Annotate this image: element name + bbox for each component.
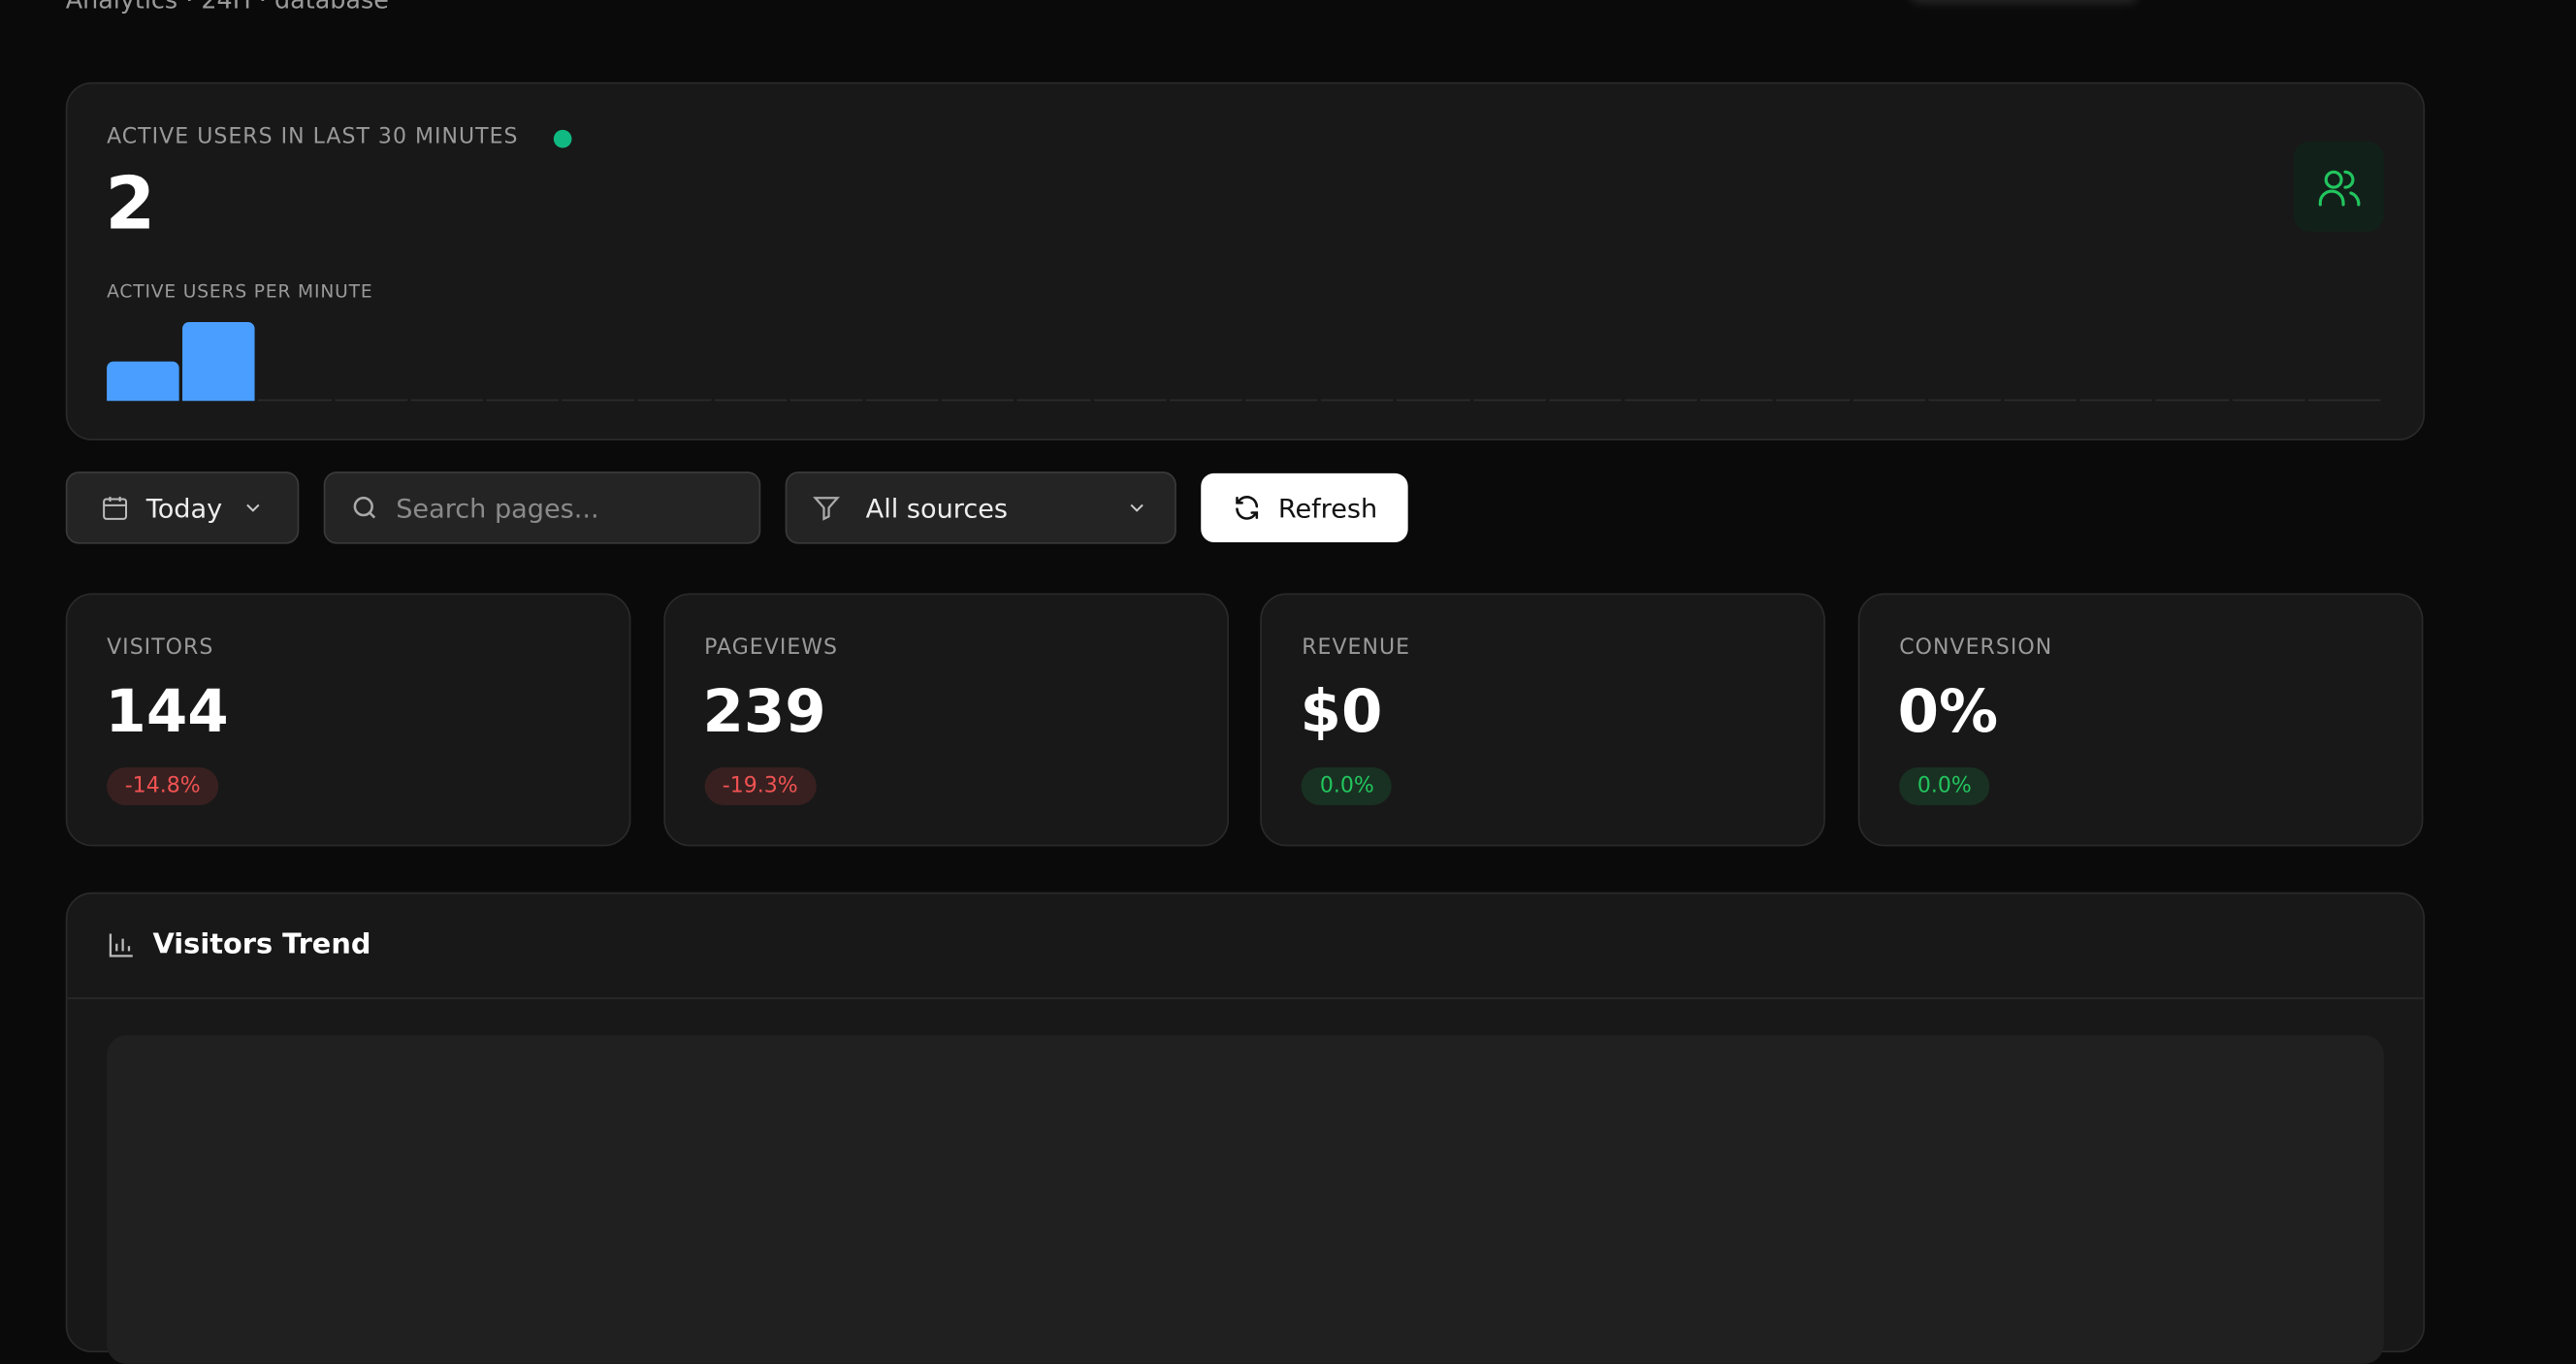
bar — [1169, 399, 1242, 402]
active-users-card: ACTIVE USERS IN LAST 30 MINUTES 2 ACTIVE… — [65, 81, 2426, 440]
stat-change: 0.0% — [1899, 767, 1990, 806]
refresh-button[interactable]: Refresh — [1201, 472, 1408, 542]
search-placeholder: Search pages... — [396, 492, 599, 524]
trend-chart-placeholder — [107, 1035, 2384, 1364]
bar — [1625, 399, 1698, 402]
bar — [334, 399, 407, 402]
chart-label: ACTIVE USERS PER MINUTE — [107, 280, 373, 303]
active-users-label: ACTIVE USERS IN LAST 30 MINUTES — [107, 124, 519, 150]
bar — [1776, 399, 1850, 402]
stat-label: PAGEVIEWS — [704, 635, 839, 661]
stat-card: CONVERSION 0% 0.0% — [1857, 593, 2424, 847]
stat-card: PAGEVIEWS 239 -19.3% — [662, 593, 1229, 847]
bar — [2232, 399, 2305, 402]
stat-change: 0.0% — [1302, 767, 1393, 806]
users-icon — [2293, 141, 2384, 232]
bar — [1548, 399, 1622, 402]
active-users-value: 2 — [105, 162, 156, 247]
bar — [107, 361, 179, 402]
bar — [2307, 399, 2381, 402]
bar — [941, 399, 1014, 402]
bar — [1017, 399, 1091, 402]
bar — [2079, 399, 2153, 402]
stat-label: VISITORS — [107, 635, 214, 661]
bar — [865, 399, 939, 402]
bar — [1700, 399, 1774, 402]
bar — [562, 399, 635, 402]
stat-label: CONVERSION — [1899, 635, 2053, 661]
refresh-label: Refresh — [1277, 492, 1378, 524]
search-input[interactable]: Search pages... — [323, 471, 761, 544]
stat-value: $0 — [1300, 678, 1383, 747]
bar — [1472, 399, 1546, 402]
date-value: Today — [145, 492, 223, 524]
bar — [1928, 399, 2002, 402]
page: Analytics · 24H · database ACTIVE USERS … — [65, 0, 2426, 1364]
dashboard: Analytics · 24H · database ACTIVE USERS … — [65, 0, 2426, 1364]
source-select[interactable]: All sources — [785, 471, 1176, 544]
live-dot — [553, 129, 572, 148]
stat-value: 0% — [1897, 678, 1999, 747]
bar — [258, 399, 332, 402]
bar — [182, 322, 256, 402]
date-select[interactable]: Today — [65, 471, 300, 544]
bar — [1397, 399, 1470, 402]
bar — [486, 399, 560, 402]
subtitle: Analytics · 24H · database — [65, 0, 389, 16]
per-minute-chart — [107, 322, 2384, 402]
stat-value: 144 — [105, 678, 229, 747]
stat-change: -19.3% — [704, 767, 817, 806]
stat-value: 239 — [702, 678, 826, 747]
stat-change: -14.8% — [107, 767, 219, 806]
stat-card: VISITORS 144 -14.8% — [65, 593, 631, 847]
bar — [1852, 399, 1925, 402]
bar — [714, 399, 787, 402]
source-value: All sources — [865, 492, 1009, 524]
bar — [1244, 399, 1318, 402]
bar — [789, 399, 863, 402]
bar — [2004, 399, 2077, 402]
bar — [1321, 399, 1395, 402]
stat-label: REVENUE — [1302, 635, 1411, 661]
trend-header: Visitors Trend — [67, 893, 2424, 999]
bar — [410, 399, 483, 402]
stat-card: REVENUE $0 0.0% — [1260, 593, 1826, 847]
bar — [2156, 399, 2229, 402]
trend-card: Visitors Trend — [65, 892, 2426, 1364]
bar — [637, 399, 711, 402]
trend-title: Visitors Trend — [152, 928, 371, 961]
bar — [1093, 399, 1167, 402]
